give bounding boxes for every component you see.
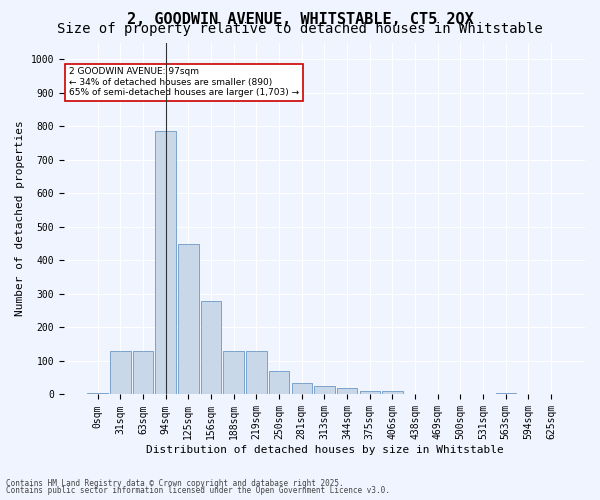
Bar [88, 393, 108, 394]
Bar [314, 386, 335, 394]
Text: Contains public sector information licensed under the Open Government Licence v3: Contains public sector information licen… [6, 486, 390, 495]
Bar [155, 132, 176, 394]
Text: 2, GOODWIN AVENUE, WHITSTABLE, CT5 2QX: 2, GOODWIN AVENUE, WHITSTABLE, CT5 2QX [127, 12, 473, 28]
Bar [382, 391, 403, 394]
Text: 2 GOODWIN AVENUE: 97sqm
← 34% of detached houses are smaller (890)
65% of semi-d: 2 GOODWIN AVENUE: 97sqm ← 34% of detache… [69, 67, 299, 97]
Bar [133, 351, 153, 395]
Bar [292, 382, 312, 394]
Bar [337, 388, 357, 394]
Bar [359, 391, 380, 394]
Y-axis label: Number of detached properties: Number of detached properties [15, 120, 25, 316]
Bar [496, 393, 516, 394]
Text: Size of property relative to detached houses in Whitstable: Size of property relative to detached ho… [57, 22, 543, 36]
Bar [201, 300, 221, 394]
Bar [223, 351, 244, 395]
Bar [269, 371, 289, 394]
Bar [246, 351, 266, 395]
Bar [110, 351, 131, 395]
Text: Contains HM Land Registry data © Crown copyright and database right 2025.: Contains HM Land Registry data © Crown c… [6, 478, 344, 488]
Bar [178, 244, 199, 394]
X-axis label: Distribution of detached houses by size in Whitstable: Distribution of detached houses by size … [146, 445, 503, 455]
